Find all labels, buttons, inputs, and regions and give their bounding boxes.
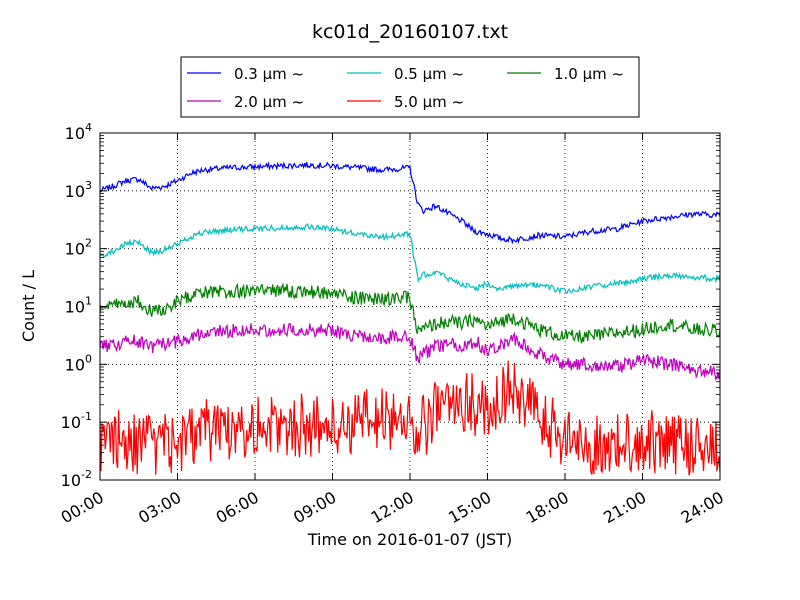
y-tick-base: 10 (65, 240, 85, 259)
axis-ticks (99, 132, 721, 481)
legend-box (180, 56, 640, 118)
legend-label: 0.3 μm ~ (234, 65, 304, 83)
y-tick-label: 104 (65, 121, 92, 143)
y-tick-label: 10-2 (61, 468, 92, 490)
y-tick-label: 101 (65, 295, 92, 317)
y-tick-exponent: 1 (85, 295, 92, 308)
y-tick-exponent: 4 (85, 121, 92, 134)
y-tick-label: 102 (65, 237, 92, 259)
legend-label: 5.0 μm ~ (394, 93, 464, 111)
series-line (99, 282, 721, 344)
y-tick-base: 10 (61, 471, 81, 490)
legend: 0.3 μm ~ 0.5 μm ~ 1.0 μm ~ 2.0 μm ~ 5.0 μm ~ (180, 56, 640, 118)
y-tick-base: 10 (65, 124, 85, 143)
y-tick-label: 103 (65, 179, 92, 201)
y-tick-exponent: -1 (81, 410, 92, 423)
series-lines (99, 161, 721, 476)
chart-title: kc01d_20160107.txt (312, 21, 508, 43)
legend-label: 2.0 μm ~ (234, 93, 304, 111)
y-axis-title: Count / L (19, 270, 38, 342)
grid-lines (100, 133, 720, 480)
y-tick-base: 10 (61, 413, 81, 432)
series-line (99, 161, 721, 245)
legend-label: 1.0 μm ~ (554, 65, 624, 83)
y-tick-base: 10 (65, 298, 85, 317)
y-tick-base: 10 (65, 182, 85, 201)
y-tick-exponent: 0 (85, 352, 92, 365)
y-tick-exponent: 3 (85, 179, 92, 192)
y-tick-exponent: 2 (85, 237, 92, 250)
legend-label: 0.5 μm ~ (394, 65, 464, 83)
y-tick-label: 100 (65, 352, 92, 374)
y-tick-label: 10-1 (61, 410, 92, 432)
series-line (99, 360, 721, 476)
y-tick-base: 10 (65, 355, 85, 374)
series-line (99, 322, 721, 381)
y-tick-exponent: -2 (81, 468, 92, 481)
x-axis-title: Time on 2016-01-07 (JST) (307, 530, 512, 549)
series-line (99, 222, 721, 295)
